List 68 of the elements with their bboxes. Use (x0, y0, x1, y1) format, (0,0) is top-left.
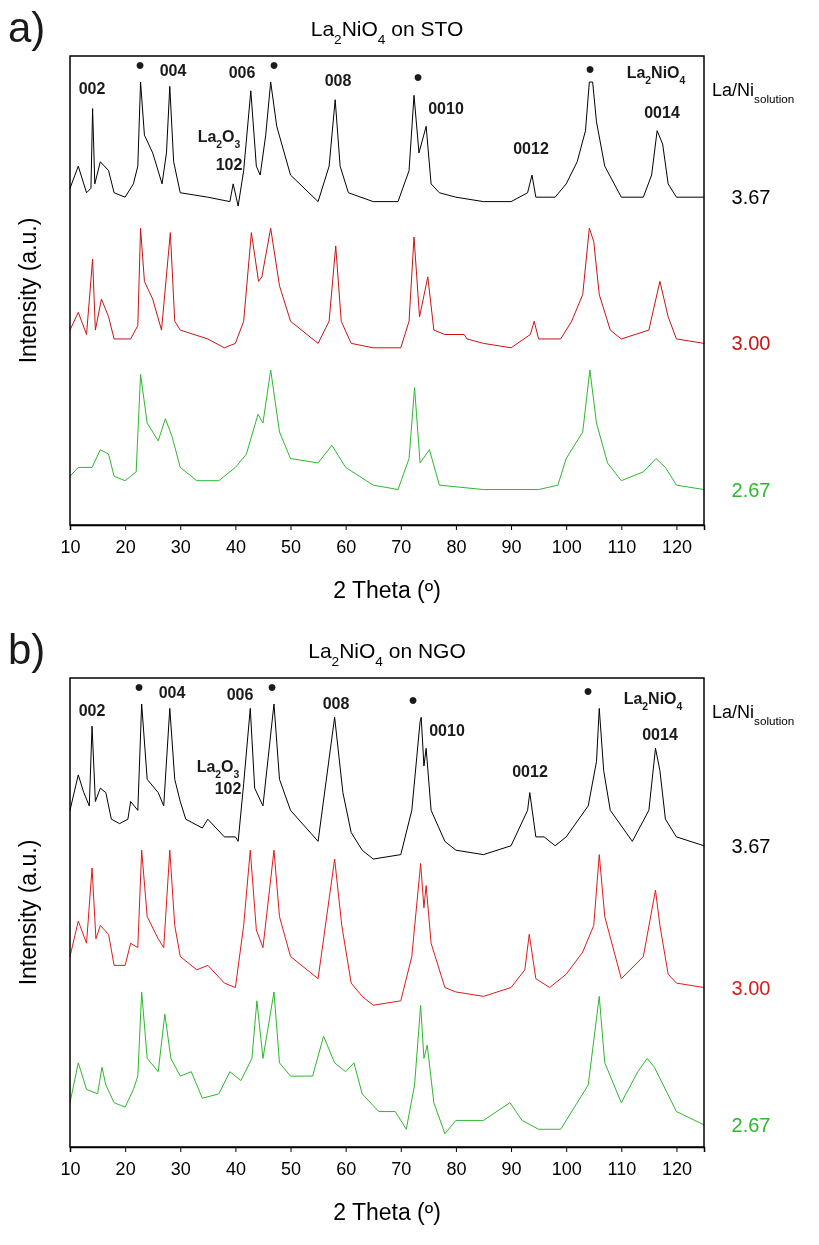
x-tick-label: 80 (446, 536, 467, 557)
x-tick-label: 10 (60, 536, 81, 557)
y-axis-title: Intensity (a.u.) (15, 217, 41, 364)
text: ● (583, 682, 593, 699)
chart-title: La$_{2}$NiO$_{4}$ on NGO (308, 639, 466, 669)
series-label: 2.67 (731, 478, 771, 501)
x-tick-label: 70 (391, 1158, 412, 1179)
x-tick-label: 50 (281, 1158, 302, 1179)
annotation: 002 (78, 702, 106, 719)
annotation: La$_{2}$NiO$_{4}$ (623, 690, 683, 712)
text: 006 (226, 686, 254, 703)
series-label: 3.67 (731, 834, 771, 857)
annotation: 008 (324, 72, 352, 89)
x-tick-label: 40 (225, 1158, 246, 1179)
annotation: 0014 (642, 726, 678, 743)
x-tick-label: 50 (281, 536, 302, 557)
x-tick-label: 30 (170, 536, 191, 557)
x-tick-label: 60 (336, 1158, 357, 1179)
annotation: 0014 (644, 104, 680, 121)
annotation: La$_{2}$NiO$_{4}$ (626, 64, 686, 86)
annotation: 002 (78, 80, 106, 97)
x-tick-label: 90 (501, 536, 522, 557)
text: 004 (158, 684, 186, 701)
x-tick-label: 40 (225, 536, 246, 557)
annotation: 0012 (513, 140, 549, 157)
text: ● (269, 56, 279, 73)
series-label: 2.67 (731, 1113, 771, 1136)
text: ● (135, 56, 145, 73)
y-axis-title: Intensity (a.u.) (15, 839, 41, 986)
legend-title: La/Ni$_{solution}$ (712, 702, 795, 727)
series-label: 3.00 (731, 976, 771, 999)
x-tick-label: 110 (607, 536, 637, 557)
x-axis-title: 2 Theta (º) (333, 1199, 441, 1225)
chart-title: La$_{2}$NiO$_{4}$ on STO (310, 17, 464, 47)
text: 006 (228, 64, 256, 81)
text: b) (8, 626, 46, 673)
text: a) (8, 4, 46, 51)
x-tick-label: 30 (170, 1158, 191, 1179)
x-tick-label: 80 (446, 1158, 467, 1179)
x-tick-label: 60 (336, 536, 357, 557)
annotation: 008 (322, 695, 350, 712)
annotation: La$_{2}$O$_{3}$ (197, 128, 241, 150)
x-axis-title: 2 Theta (º) (333, 577, 441, 603)
annotation: 102 (215, 156, 243, 173)
text: 004 (159, 62, 187, 79)
text: ● (585, 60, 595, 77)
x-tick-label: 20 (115, 536, 136, 557)
annotation: ● (413, 68, 423, 85)
text: ● (267, 678, 277, 695)
annotation: 0010 (428, 100, 464, 117)
text: ● (134, 678, 144, 695)
x-tick-label: 110 (607, 1158, 637, 1179)
series-label: 3.00 (731, 332, 771, 355)
x-tick-label: 120 (661, 1158, 692, 1179)
x-tick-label: 10 (60, 1158, 81, 1179)
x-tick-label: 100 (551, 536, 582, 557)
x-tick-label: 70 (391, 536, 412, 557)
annotation: ● (408, 691, 418, 708)
x-tick-label: 100 (551, 1158, 582, 1179)
series-label: 3.67 (731, 186, 771, 209)
annotation: 0012 (512, 763, 548, 780)
annotation: 0010 (429, 722, 465, 739)
x-tick-label: 90 (501, 1158, 522, 1179)
annotation: La$_{2}$O$_{3}$ (196, 758, 240, 780)
x-tick-label: 20 (115, 1158, 136, 1179)
x-tick-label: 120 (661, 536, 692, 557)
legend-title: La/Ni$_{solution}$ (712, 80, 795, 105)
annotation: 102 (214, 780, 242, 797)
